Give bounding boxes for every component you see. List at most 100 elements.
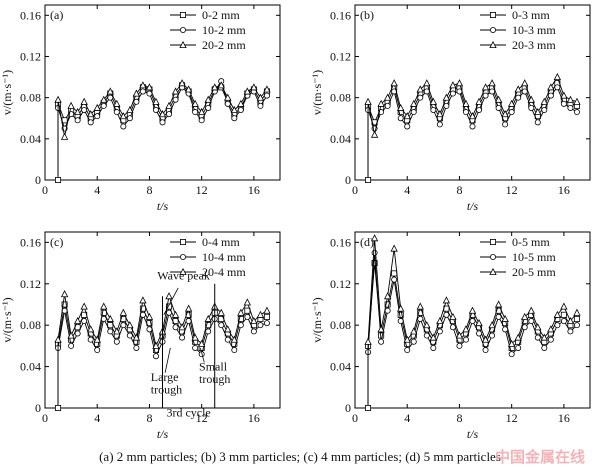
data-point — [244, 313, 251, 320]
data-point — [371, 260, 378, 267]
data-point — [113, 99, 121, 107]
data-point — [410, 99, 418, 107]
data-point — [230, 105, 238, 113]
data-point — [68, 342, 75, 349]
data-point — [132, 89, 141, 97]
data-point — [73, 316, 82, 325]
data-point — [573, 308, 581, 316]
x-tick-label: 8 — [146, 411, 152, 425]
data-point — [370, 234, 379, 242]
data-point — [250, 316, 258, 325]
data-point — [243, 298, 252, 306]
data-point — [113, 338, 120, 345]
data-point — [573, 97, 581, 105]
data-point — [403, 112, 411, 120]
data-point — [120, 322, 127, 329]
data-point — [417, 94, 424, 101]
data-point — [94, 113, 101, 120]
data-point — [384, 102, 391, 109]
data-point — [560, 318, 567, 325]
data-point — [508, 351, 515, 358]
series-line — [367, 252, 578, 408]
panel-label: (b) — [360, 8, 374, 22]
series-line — [57, 304, 268, 408]
data-point — [81, 318, 88, 325]
data-point — [184, 85, 193, 93]
data-point — [573, 109, 580, 116]
data-point — [416, 302, 424, 310]
data-point — [204, 95, 212, 103]
data-point — [383, 292, 392, 300]
legend-label: 0-4 mm — [202, 235, 240, 249]
data-point — [198, 117, 205, 124]
data-point — [120, 123, 127, 130]
legend-label: 20-3 mm — [512, 38, 556, 52]
data-point — [217, 308, 225, 316]
data-point — [502, 121, 509, 128]
series-line — [367, 82, 578, 180]
y-axis-title: v/(m·s⁻¹) — [310, 70, 324, 115]
data-point — [488, 79, 496, 87]
data-point — [540, 97, 548, 105]
data-point — [423, 79, 431, 87]
data-point — [191, 333, 199, 341]
data-point — [429, 97, 437, 105]
data-point — [231, 115, 238, 122]
data-point — [74, 330, 81, 337]
data-point — [443, 311, 450, 318]
data-point — [541, 107, 548, 114]
annotation-3rd-cycle: 3rd cycle — [166, 405, 210, 419]
legend-marker — [489, 26, 496, 33]
legend-label: 20-4 mm — [202, 265, 246, 279]
data-point-origin — [55, 176, 62, 183]
chart-panel-c: 0 4 8 12 16 0 0.04 0.08 0.12 0.16 t/s v/(m·s⁻¹) (c) 0… — [0, 231, 281, 440]
series-20-3-mm — [364, 72, 581, 180]
y-tick-label: 0.12 — [330, 277, 351, 291]
data-point — [61, 301, 68, 308]
data-point — [534, 334, 541, 341]
y-tick-label: 0.12 — [20, 277, 41, 291]
legend-label: 20-5 mm — [512, 265, 556, 279]
legend-marker — [179, 11, 186, 18]
annotation-small-trough-line2: trough — [199, 372, 230, 386]
data-point — [93, 103, 101, 111]
legend-label: 20-2 mm — [202, 38, 246, 52]
data-point — [436, 328, 443, 335]
x-tick-label: 0 — [42, 183, 48, 197]
data-point — [256, 93, 265, 101]
data-point — [107, 94, 114, 101]
data-point — [527, 306, 535, 314]
data-point — [126, 115, 133, 122]
large-trough-pointer — [164, 347, 171, 373]
legend-label: 0-5 mm — [512, 235, 550, 249]
data-point — [494, 95, 503, 103]
data-point — [74, 117, 81, 124]
data-point — [404, 347, 411, 354]
data-point — [158, 110, 167, 118]
series-20-2-mm — [54, 79, 271, 180]
series-20-4-mm — [54, 290, 271, 408]
data-point — [482, 347, 489, 354]
data-point — [436, 121, 443, 128]
data-point — [390, 79, 398, 87]
data-point — [475, 319, 483, 327]
data-point — [417, 315, 424, 322]
data-point — [468, 112, 477, 120]
x-axis-title: t/s — [467, 199, 479, 213]
data-point — [554, 322, 561, 329]
data-point — [515, 344, 522, 351]
legend-marker — [489, 11, 496, 18]
data-point — [527, 95, 535, 103]
data-point — [501, 110, 509, 118]
data-point — [172, 324, 179, 331]
data-point — [554, 84, 561, 91]
data-point-origin — [365, 404, 372, 411]
data-point — [224, 100, 231, 107]
data-point — [514, 333, 522, 341]
data-point — [476, 107, 483, 114]
data-point — [87, 336, 94, 343]
legend-marker — [489, 238, 496, 245]
data-point — [165, 292, 173, 300]
data-point — [80, 302, 88, 310]
